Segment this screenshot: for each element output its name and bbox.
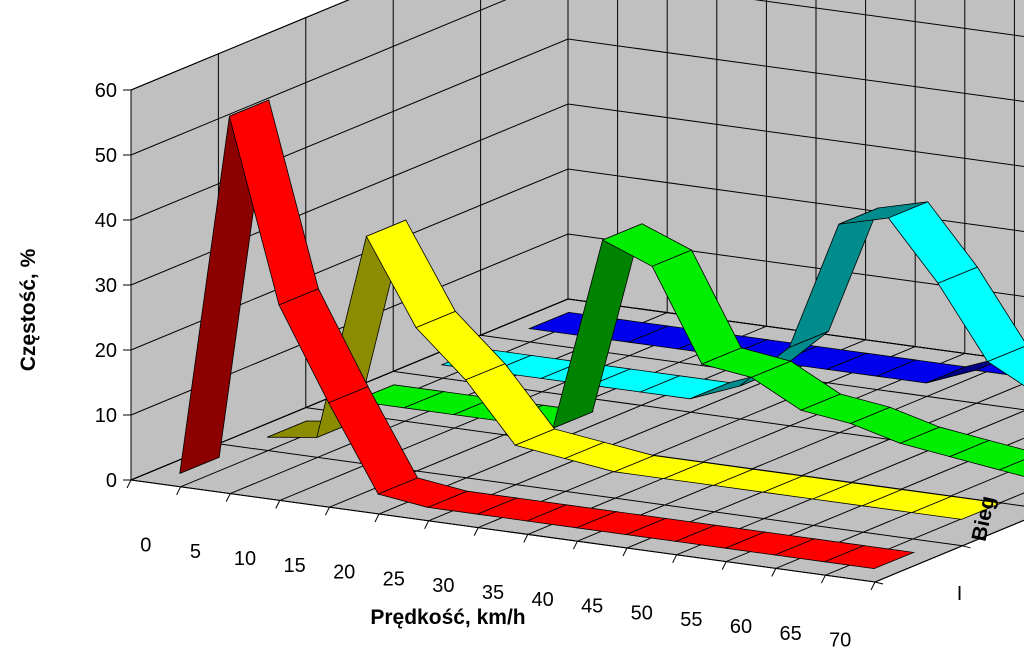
x-tick-mark — [721, 561, 727, 570]
ribbon-segment — [948, 439, 1024, 471]
z-tick-mark — [962, 545, 971, 549]
x-tick-label: 5 — [190, 541, 201, 563]
y-tick-label: 60 — [95, 80, 117, 102]
x-tick-label: 20 — [333, 562, 355, 584]
ribbon-segment — [823, 545, 916, 570]
chart-ribbons — [179, 99, 1024, 570]
x-tick-label: 10 — [234, 548, 256, 570]
y-tick-label: 50 — [95, 145, 117, 167]
gridline-floor-z — [218, 443, 963, 547]
gridline-floor-x — [626, 383, 1024, 549]
x-tick-label: 30 — [432, 575, 454, 597]
gridline-floor-x — [726, 437, 1024, 563]
series-ribbon-I — [179, 99, 916, 570]
gridline-floor-x — [874, 519, 1024, 583]
x-tick-mark — [820, 574, 826, 584]
z-tick-mark — [874, 581, 884, 585]
x-axis-ticks: 0 5 10 15 20 25 30 35 40 45 50 55 60 65 70 — [126, 479, 876, 650]
x-tick-mark — [374, 513, 380, 523]
gridline-floor-z — [130, 479, 876, 583]
gridline-horizontal — [130, 0, 350, 91]
gridline-floor-x — [825, 492, 1024, 576]
x-axis-title: Prędkość, km/h — [370, 606, 525, 629]
z-axis-ticks: IIIIIIIVV — [874, 545, 971, 605]
x-tick-label: 45 — [581, 596, 603, 618]
gridline-horizontal — [130, 0, 1024, 156]
x-tick-label: 60 — [730, 616, 752, 638]
x-tick-mark — [572, 540, 578, 550]
x-tick-mark — [225, 493, 231, 502]
x-tick-mark — [771, 568, 777, 577]
ribbon-segment — [998, 459, 1024, 477]
ribbon-segment — [986, 346, 1024, 387]
gridline-floor-x — [775, 465, 1024, 569]
x-tick-label: 35 — [482, 582, 504, 604]
y-tick-label: 30 — [95, 275, 117, 297]
y-tick-label: 20 — [95, 340, 117, 362]
ribbon-segment — [937, 266, 1024, 363]
z-tick-label: I — [957, 583, 963, 605]
x-tick-mark — [523, 534, 529, 543]
x-tick-label: 70 — [829, 630, 851, 650]
x-tick-mark — [424, 520, 430, 530]
ribbon-segment — [910, 495, 1003, 520]
gridline-floor-x — [676, 410, 1024, 556]
x-tick-label: 55 — [680, 609, 702, 631]
x-tick-label: 50 — [631, 602, 653, 624]
x-tick-mark — [473, 527, 479, 536]
x-tick-label: 25 — [383, 568, 405, 590]
series-ribbon-III — [353, 223, 1024, 477]
x-tick-label: 65 — [779, 623, 801, 645]
gridline-floor-x — [478, 346, 916, 529]
x-tick-mark — [870, 581, 876, 591]
gridline-floor-x — [527, 352, 965, 535]
y-tick-label: 0 — [106, 470, 117, 492]
x-tick-mark — [324, 506, 330, 516]
y-axis-title: Częstość, % — [17, 248, 40, 371]
gridline-floor-x — [577, 359, 1015, 542]
y-tick-label: 10 — [95, 405, 117, 427]
y-axis-ticks: 0 10 20 30 40 50 60 — [95, 80, 131, 492]
x-tick-mark — [622, 547, 628, 557]
x-tick-mark — [126, 479, 132, 489]
y-tick-label: 40 — [95, 210, 117, 232]
x-tick-label: 15 — [283, 555, 305, 577]
x-tick-label: 0 — [140, 534, 151, 556]
series-ribbon-II — [267, 219, 1003, 520]
x-tick-label: 40 — [531, 589, 553, 611]
x-tick-mark — [672, 554, 678, 564]
x-tick-mark — [176, 486, 182, 496]
x-tick-mark — [275, 500, 281, 509]
